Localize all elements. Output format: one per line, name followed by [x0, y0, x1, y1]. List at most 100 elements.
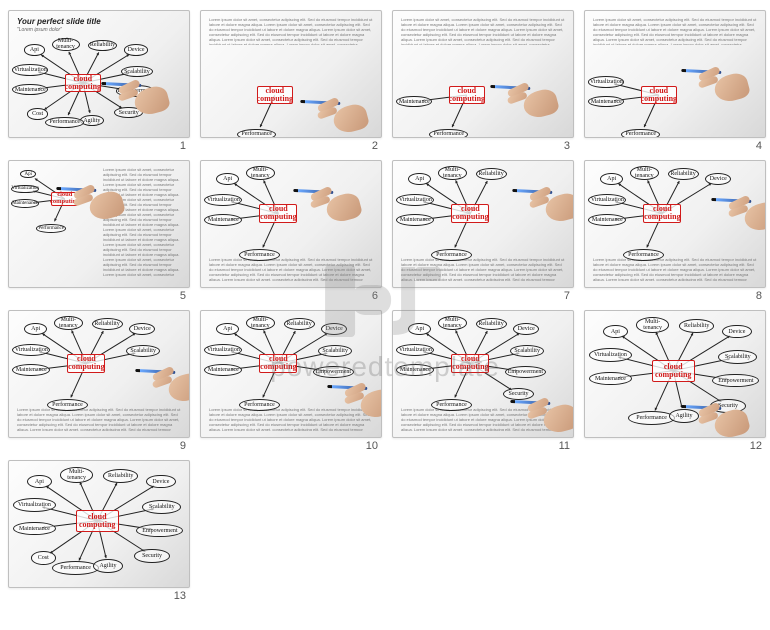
node-maint: Maintenance [11, 199, 38, 208]
slide-thumbnail[interactable]: cloudcomputingPerformanceMaintenanceVirt… [584, 310, 766, 438]
center-node: cloudcomputing [643, 204, 681, 223]
slide-thumbnail[interactable]: Lorem ipsum dolor sit amet, consectetur … [8, 160, 190, 288]
node-multi: Multi-tenancy [54, 316, 83, 330]
node-cost: Cost [27, 108, 48, 119]
node-device: Device [124, 44, 149, 55]
node-reliability: Reliability [103, 469, 138, 483]
node-security: Security [134, 549, 169, 563]
slide-cell: Lorem ipsum dolor sit amet, consectetur … [584, 160, 766, 302]
node-virt: Virtualization [396, 344, 434, 356]
slide-cell: Lorem ipsum dolor sit amet, consectetur … [8, 310, 190, 452]
mindmap-diagram: cloudcomputingPerformanceMaintenance [393, 45, 574, 138]
slide-thumbnail[interactable]: Lorem ipsum dolor sit amet, consectetur … [200, 10, 382, 138]
node-virt: Virtualization [588, 194, 626, 206]
slide-cell: Lorem ipsum dolor sit amet, consectetur … [392, 310, 574, 452]
slide-cell: Lorem ipsum dolor sit amet, consectetur … [392, 10, 574, 152]
slide-cell: Lorem ipsum dolor sit amet, consectetur … [200, 310, 382, 452]
slide-number: 10 [366, 440, 382, 452]
node-api: Api [408, 323, 430, 335]
node-multi: Multi-tenancy [630, 166, 659, 180]
node-perf: Performance [623, 249, 664, 261]
node-perf: Performance [431, 399, 472, 411]
mindmap-diagram: cloudcomputingPerformanceMaintenanceVirt… [585, 311, 766, 438]
slide-thumbnail[interactable]: Lorem ipsum dolor sit amet, consectetur … [392, 160, 574, 288]
slide-cell: Lorem ipsum dolor sit amet, consectetur … [200, 160, 382, 302]
node-virt: Virtualization [204, 344, 242, 356]
mindmap-diagram: cloudcomputingPerformanceMaintenanceVirt… [9, 461, 190, 588]
node-multi: Multi-tenancy [636, 317, 669, 333]
slide-thumbnail[interactable]: Lorem ipsum dolor sit amet, consectetur … [392, 10, 574, 138]
node-security: Security [710, 399, 745, 413]
slide-grid: Your perfect slide title"Lorem ipsum dol… [0, 0, 770, 612]
center-node: cloudcomputing [51, 192, 78, 206]
node-virt: Virtualization [588, 76, 624, 87]
node-api: Api [216, 173, 238, 185]
slide-thumbnail[interactable]: Lorem ipsum dolor sit amet, consectetur … [584, 10, 766, 138]
node-api: Api [24, 44, 45, 55]
node-multi: Multi-tenancy [246, 166, 275, 180]
slide-thumbnail[interactable]: Lorem ipsum dolor sit amet, consectetur … [392, 310, 574, 438]
node-multi: Multi-tenancy [60, 467, 93, 483]
mindmap-diagram: cloudcomputingPerformanceMaintenanceVirt… [393, 161, 574, 261]
mindmap-diagram: cloudcomputingPerformanceMaintenanceVirt… [201, 161, 382, 261]
slide-cell: Lorem ipsum dolor sit amet, consectetur … [200, 10, 382, 152]
node-multi: Multi-tenancy [438, 316, 467, 330]
slide-thumbnail[interactable]: Your perfect slide title"Lorem ipsum dol… [8, 10, 190, 138]
node-virt: Virtualization [11, 185, 38, 194]
center-node: cloudcomputing [67, 354, 105, 373]
node-perf: Performance [628, 411, 675, 425]
slide-number: 13 [174, 590, 190, 602]
slide-number: 3 [564, 140, 574, 152]
slide-number: 7 [564, 290, 574, 302]
node-perf: Performance [431, 249, 472, 261]
mindmap-diagram: cloudcomputing Performance Maintenance Virt… [9, 161, 107, 288]
center-node: cloudcomputing [451, 204, 489, 223]
slide-thumbnail[interactable]: Lorem ipsum dolor sit amet, consectetur … [584, 160, 766, 288]
slide-paragraph: Lorem ipsum dolor sit amet, consectetur … [401, 17, 565, 45]
node-api: Api [600, 173, 622, 185]
slide-cell: cloudcomputingPerformanceMaintenanceVirt… [584, 310, 766, 452]
slide-number: 4 [756, 140, 766, 152]
node-virt: Virtualization [12, 64, 48, 75]
node-virt: Virtualization [589, 348, 632, 362]
slide-cell: Lorem ipsum dolor sit amet, consectetur … [8, 160, 190, 302]
node-virt: Virtualization [396, 194, 434, 206]
node-perf: Performance [621, 129, 660, 138]
mindmap-diagram: cloudcomputingPerformanceMaintenanceVirt… [201, 311, 382, 411]
mindmap-diagram: cloudcomputingPerformanceMaintenanceVirt… [9, 311, 190, 411]
mindmap-diagram: cloudcomputingApiMulti-tenancyReliabilit… [9, 33, 190, 138]
node-agility: Agility [93, 559, 122, 573]
slide-thumbnail[interactable]: cloudcomputingPerformanceMaintenanceVirt… [8, 460, 190, 588]
node-perf: Performance [47, 399, 88, 411]
slide-number: 1 [180, 140, 190, 152]
center-node: cloudcomputing [259, 204, 297, 223]
center-node: cloudcomputing [652, 360, 695, 382]
node-perf: Performance [429, 129, 468, 138]
node-perf: Performance [52, 561, 99, 575]
node-emp: Empowerment [505, 366, 546, 378]
node-reliability: Reliability [668, 168, 699, 180]
slide-cell: Lorem ipsum dolor sit amet, consectetur … [392, 160, 574, 302]
node-api: Api [216, 323, 238, 335]
slide-thumbnail[interactable]: Lorem ipsum dolor sit amet, consectetur … [8, 310, 190, 438]
mindmap-diagram: cloudcomputingPerformanceMaintenanceVirt… [393, 311, 574, 411]
node-scal: Scalability [718, 350, 757, 364]
node-perf: Performance [237, 129, 276, 138]
node-multi: Multi-tenancy [52, 38, 80, 51]
node-device: Device [146, 475, 175, 489]
slide-number: 11 [559, 440, 574, 452]
node-perf: Performance [239, 249, 280, 261]
node-perf: Performance [36, 224, 66, 233]
center-node: cloudcomputing [257, 86, 293, 104]
node-multi: Multi-tenancy [438, 166, 467, 180]
slide-number: 8 [756, 290, 766, 302]
slide-paragraph: Lorem ipsum dolor sit amet, consectetur … [103, 167, 181, 277]
center-node: cloudcomputing [65, 74, 101, 92]
slide-thumbnail[interactable]: Lorem ipsum dolor sit amet, consectetur … [200, 160, 382, 288]
node-api: Api [24, 323, 46, 335]
slide-thumbnail[interactable]: Lorem ipsum dolor sit amet, consectetur … [200, 310, 382, 438]
slide-cell: Lorem ipsum dolor sit amet, consectetur … [584, 10, 766, 152]
node-emp: Empowerment [116, 85, 155, 96]
node-device: Device [722, 325, 751, 339]
node-virt: Virtualization [204, 194, 242, 206]
